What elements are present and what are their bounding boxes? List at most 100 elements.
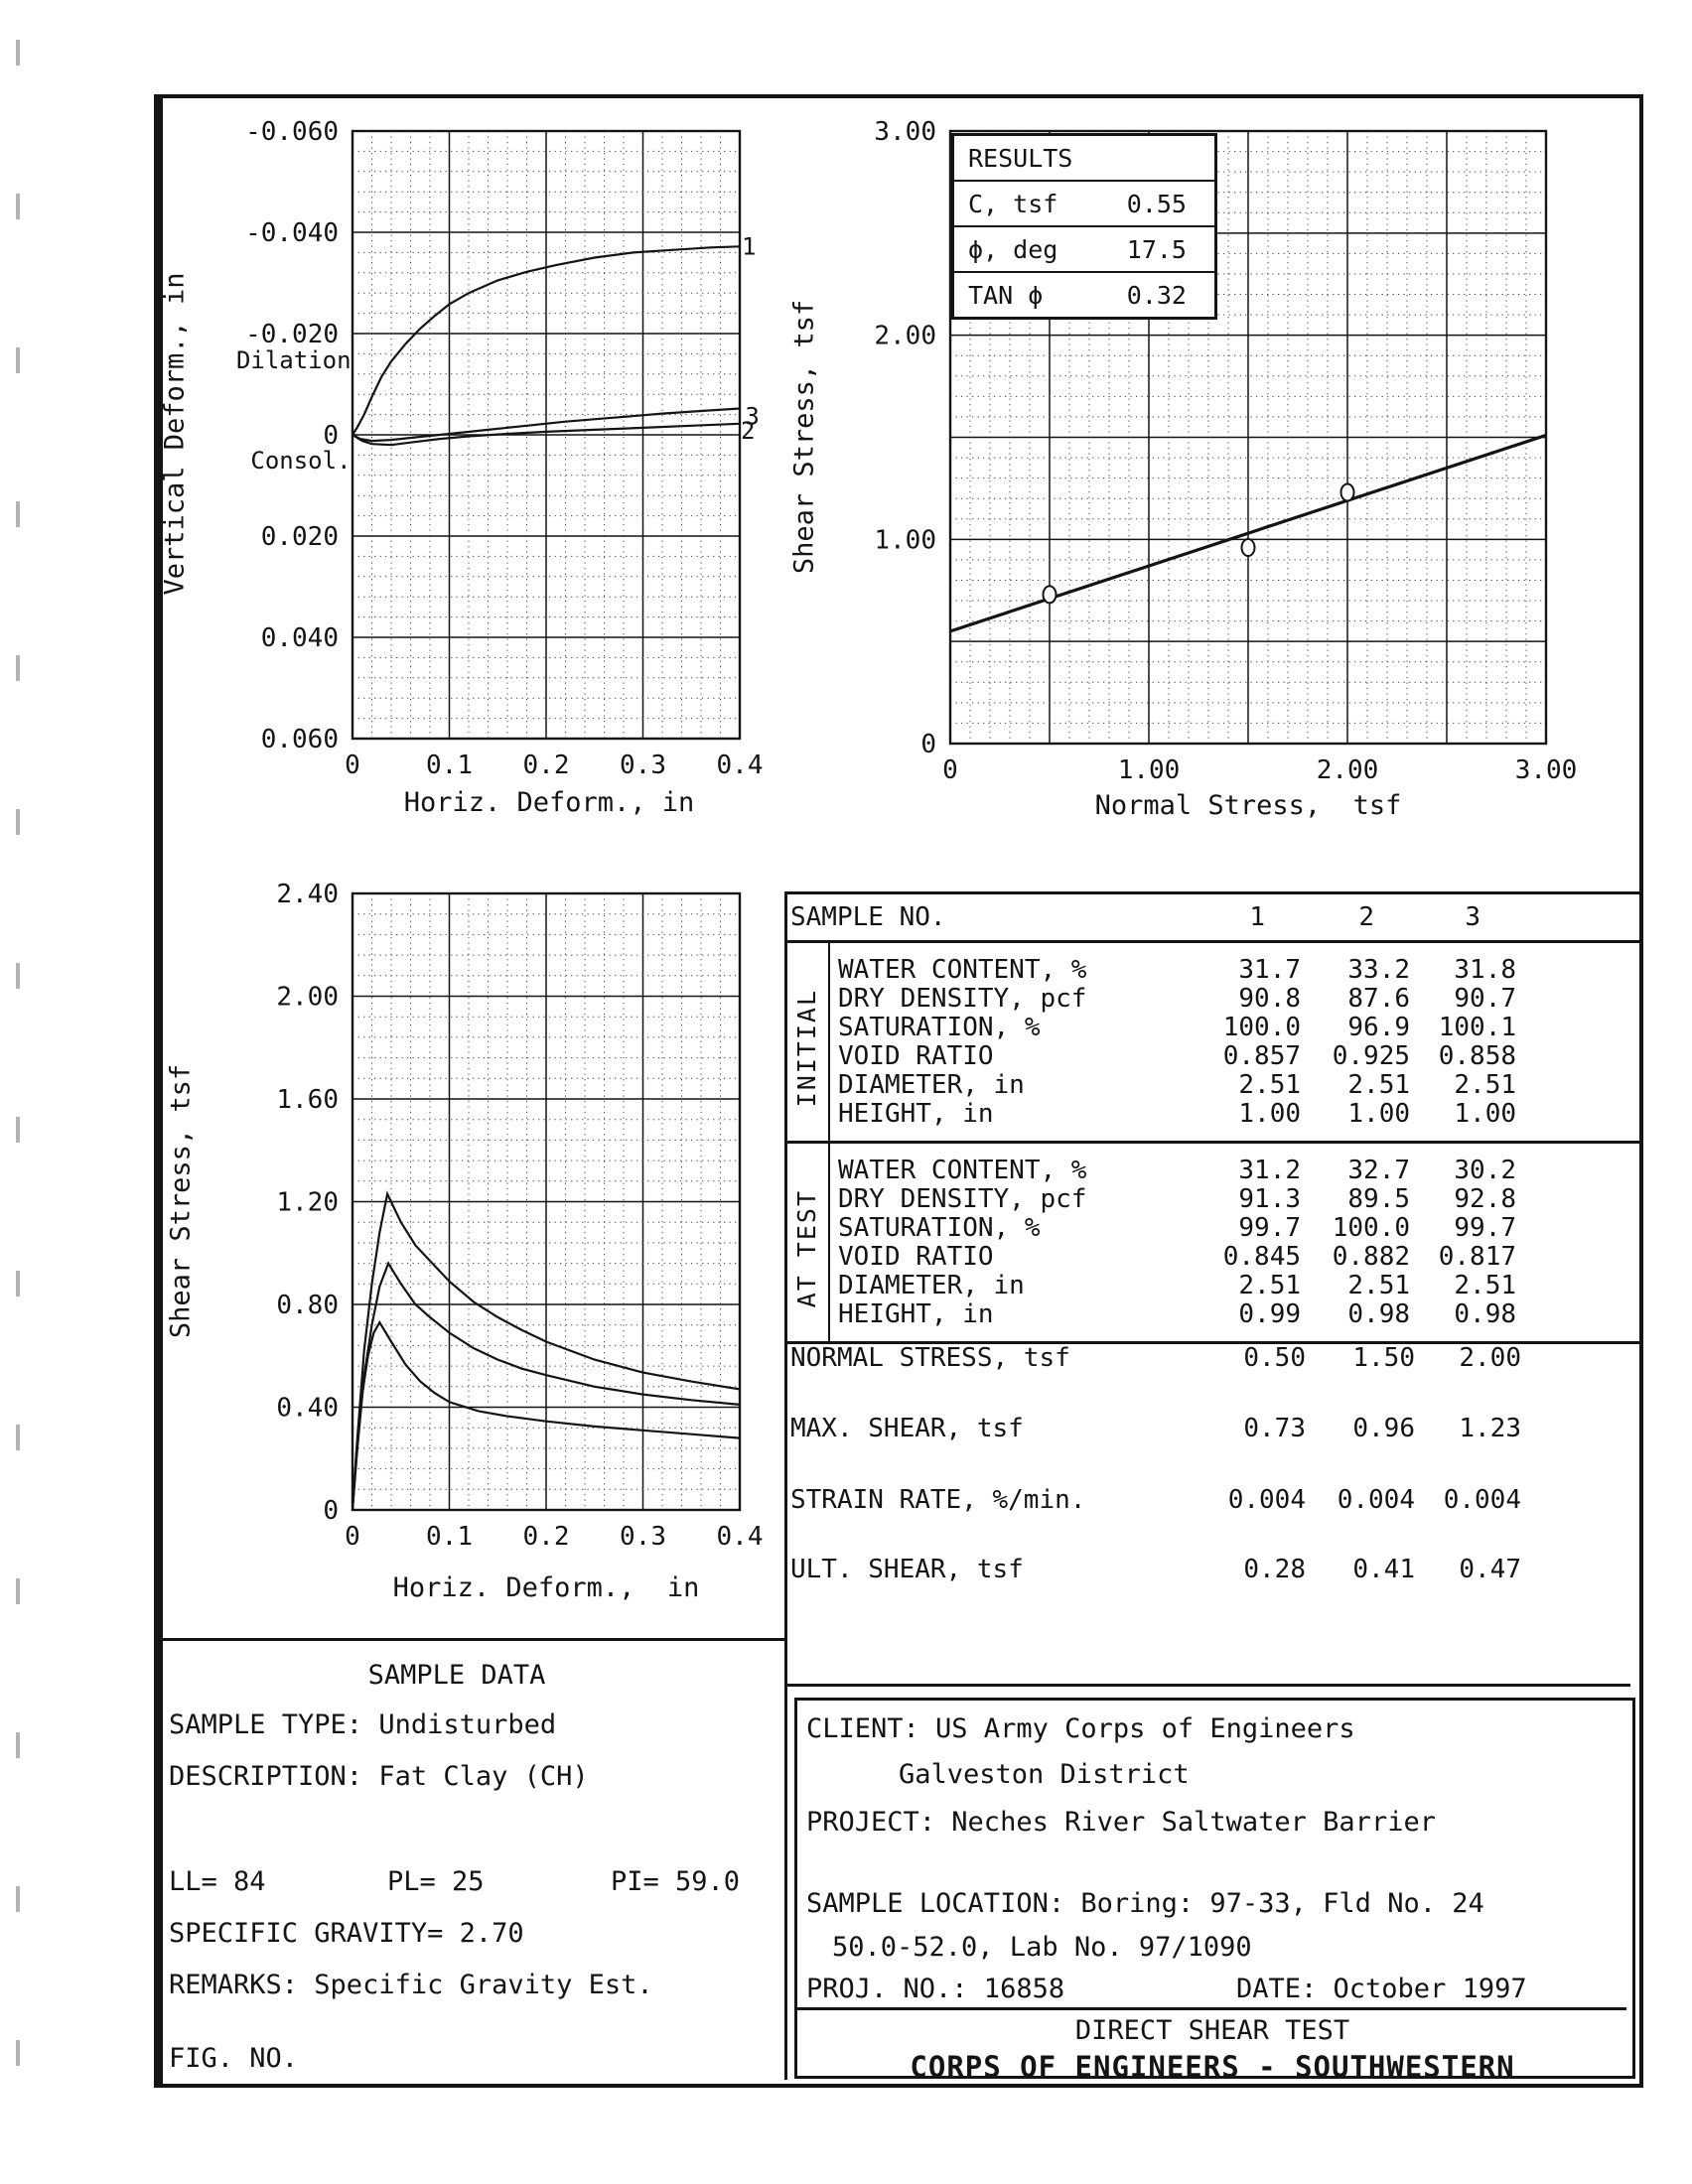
row-value: 2.51 — [1454, 1071, 1517, 1100]
sample-data-top-line — [163, 1638, 784, 1641]
group-label-at-test: AT TEST — [791, 1189, 821, 1308]
data-point-marker — [1240, 538, 1256, 558]
results-phi-row: ϕ, deg 17.5 — [954, 225, 1214, 271]
plastic-limit-text: PL= 25 — [387, 1866, 485, 1897]
y-tick-label: -0.060 — [245, 117, 339, 147]
proj-no-text: PROJ. NO.: 16858 — [806, 1974, 1065, 2004]
curve-sample-2 — [352, 1261, 740, 1510]
row-value: 0.845 — [1222, 1243, 1302, 1272]
results-title-row: RESULTS — [954, 136, 1214, 180]
x-tick-label: 0.2 — [523, 1522, 570, 1552]
row-value: 31.2 — [1238, 1156, 1302, 1185]
sample-col-header: 1 — [1216, 891, 1302, 943]
plasticity-index-text: PI= 59.0 — [611, 1866, 741, 1897]
shear-vs-deform-chart-svg: 0 0.1 0.2 0.3 0.4 2.40 2.00 1.60 1.20 0.80 0.40 0 — [276, 880, 763, 1552]
row-label: SATURATION, % — [838, 1014, 1041, 1042]
row-label: VOID RATIO — [838, 1243, 994, 1272]
summary-rows: NORMAL STRESS, tsf 0.50 1.50 2.00 MAX. SHEAR… — [784, 1330, 1640, 1628]
sample-table: SAMPLE NO. 1 2 3 INITIAL WATER CONTENT, % 31.7… — [784, 891, 1641, 1344]
sample-no-header-row: SAMPLE NO. 1 2 3 — [784, 891, 1641, 943]
row-value: 92.8 — [1454, 1185, 1517, 1214]
y-tick-label: 0 — [323, 421, 339, 451]
summary-row-label: ULT. SHEAR, tsf — [790, 1555, 1024, 1584]
row-value: 0.882 — [1332, 1243, 1411, 1272]
y-tick-label: 1.00 — [874, 525, 936, 555]
row-label: VOID RATIO — [838, 1042, 994, 1071]
row-value: 99.7 — [1454, 1214, 1517, 1243]
envelope-y-axis-title: Shear Stress, tsf — [788, 299, 820, 575]
sample-no-label: SAMPLE NO. — [784, 891, 1217, 943]
x-tick-label: 0.3 — [620, 1522, 666, 1552]
curve-sample-1 — [352, 1319, 740, 1510]
shear-deform-y-axis-title: Shear Stress, tsf — [165, 1063, 197, 1339]
organization-title: CORPS OF ENGINEERS - SOUTHWESTERN — [910, 2050, 1515, 2084]
y-tick-label: 0.40 — [276, 1394, 339, 1424]
y-tick-label: 0.060 — [261, 725, 339, 754]
y-tick-label: 2.40 — [276, 880, 339, 909]
row-label: HEIGHT, in — [829, 1100, 1217, 1144]
x-tick-label: 0.1 — [426, 1522, 473, 1552]
summary-row-label: NORMAL STRESS, tsf — [790, 1343, 1070, 1373]
results-box: RESULTS C, tsf 0.55 ϕ, deg 17.5 TAN ϕ 0.… — [951, 133, 1217, 320]
row-value: 2.51 — [1454, 1272, 1517, 1300]
row-label: DRY DENSITY, pcf — [838, 1185, 1087, 1214]
shear-vs-deform-chart: 0 0.1 0.2 0.3 0.4 2.40 2.00 1.60 1.20 0.80 0.40 0 — [223, 874, 809, 1589]
y-tick-label: -0.040 — [245, 218, 339, 248]
shear-deform-x-axis-title: Horiz. Deform., in — [392, 1572, 700, 1603]
row-value: 0.925 — [1332, 1042, 1411, 1071]
row-value: 31.8 — [1454, 955, 1517, 985]
summary-row-value: 0.41 — [1352, 1555, 1415, 1584]
curve-sample-3 — [352, 407, 740, 443]
row-label: DRY DENSITY, pcf — [838, 985, 1087, 1014]
table-row: SATURATION, % 100.0 96.9 100.1 — [784, 1014, 1640, 1042]
summary-row-value: 0.004 — [1443, 1485, 1521, 1515]
table-row: VOID RATIO 0.845 0.882 0.817 — [784, 1243, 1640, 1272]
curve-sample-2 — [352, 422, 740, 447]
row-label: SATURATION, % — [838, 1214, 1041, 1243]
row-label: HEIGHT, in — [829, 1300, 1217, 1344]
x-tick-label: 3.00 — [1515, 755, 1578, 785]
table-row: HEIGHT, in 1.00 1.00 1.00 — [784, 1100, 1641, 1144]
row-value: 33.2 — [1347, 955, 1411, 985]
sample-data-title: SAMPLE DATA — [367, 1660, 546, 1691]
x-tick-label: 2.00 — [1317, 755, 1379, 785]
vertical-deform-y-axis-title: Vertical Deform., in — [159, 272, 191, 596]
tanphi-label: TAN ϕ — [968, 280, 1044, 310]
failure-envelope-chart-svg: 0 1.00 2.00 3.00 3.00 2.00 1.00 0 — [874, 117, 1578, 785]
summary-row: STRAIN RATE, %/min. 0.004 0.004 0.004 — [784, 1485, 1640, 1515]
row-value: 90.7 — [1454, 985, 1517, 1014]
row-value: 0.98 — [1410, 1300, 1517, 1344]
row-value: 90.8 — [1238, 985, 1302, 1014]
table-row: AT TEST WATER CONTENT, % 31.2 32.7 30.2 — [784, 1142, 1640, 1344]
row-label: DIAMETER, in — [838, 1272, 1025, 1300]
cohesion-label: C, tsf — [968, 189, 1058, 218]
group-label-initial: INITIAL — [791, 989, 821, 1108]
row-value: 0.858 — [1438, 1042, 1517, 1071]
specific-gravity-text: SPECIFIC GRAVITY= 2.70 — [169, 1918, 524, 1949]
client-district-text: Galveston District — [899, 1759, 1190, 1790]
x-tick-label: 0.3 — [620, 751, 666, 780]
cohesion-value: 0.55 — [1126, 189, 1187, 218]
table-row: SATURATION, % 99.7 100.0 99.7 — [784, 1214, 1640, 1243]
summary-row-value: 0.73 — [1243, 1414, 1306, 1443]
summary-row-value: 0.004 — [1337, 1485, 1415, 1515]
project-text: PROJECT: Neches River Saltwater Barrier — [806, 1807, 1436, 1838]
y-tick-label: 2.00 — [874, 322, 936, 351]
x-tick-label: 0.4 — [717, 751, 764, 780]
row-value: 91.3 — [1238, 1185, 1302, 1214]
y-tick-label: 3.00 — [874, 117, 936, 147]
row-value: 100.1 — [1438, 1014, 1517, 1042]
row-value: 2.51 — [1238, 1071, 1302, 1100]
x-tick-label: 0 — [345, 751, 360, 780]
client-text: CLIENT: US Army Corps of Engineers — [806, 1713, 1355, 1744]
liquid-limit-text: LL= 84 — [169, 1866, 266, 1897]
tanphi-value: 0.32 — [1126, 280, 1187, 310]
table-row: VOID RATIO 0.857 0.925 0.858 — [784, 1042, 1640, 1071]
x-tick-label: 0 — [345, 1522, 360, 1552]
row-value: 30.2 — [1454, 1156, 1517, 1185]
vertical-deform-chart: 0 0.1 0.2 0.3 0.4 -0.060 -0.040 -0.020 0 0.020 0.0… — [223, 111, 809, 818]
row-value: 0.99 — [1216, 1300, 1302, 1344]
summary-row-value: 0.50 — [1243, 1343, 1306, 1373]
sample-type-text: SAMPLE TYPE: Undisturbed — [169, 1709, 557, 1740]
y-tick-label: 2.00 — [276, 983, 339, 1013]
